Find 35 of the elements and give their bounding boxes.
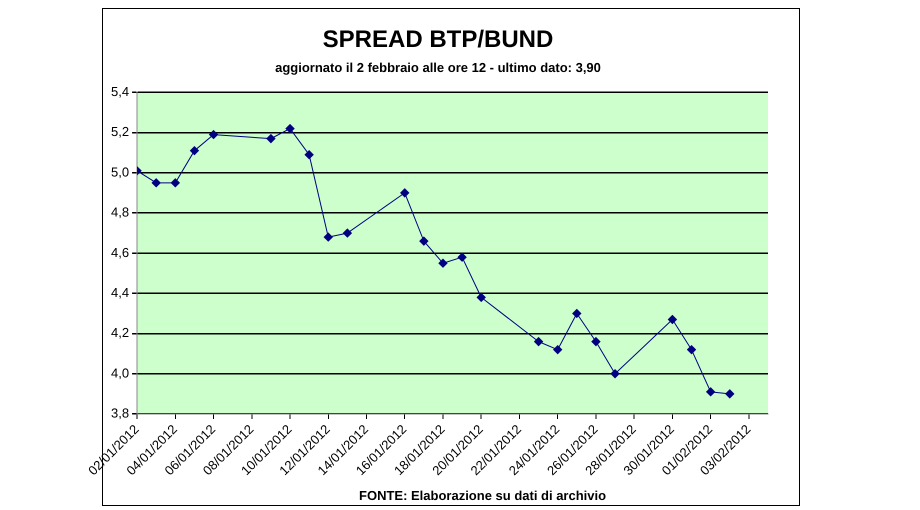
point: [572, 308, 582, 318]
point: [324, 232, 333, 242]
y-tick-label: 4,4: [110, 284, 130, 300]
point: [668, 315, 677, 324]
y-tick-label: 4,2: [110, 325, 130, 340]
point: [400, 188, 410, 198]
point: [209, 130, 218, 140]
point: [286, 124, 295, 134]
point: [591, 337, 600, 346]
y-tick-label: 5,2: [110, 124, 130, 140]
point: [266, 134, 276, 144]
chart-subtitle: aggiornato il 2 febbraio alle ore 12 - ultimo dato: 3,90: [275, 60, 601, 76]
y-tick-label: 4,0: [110, 365, 130, 380]
source-note: FONTE: Elaborazione su dati di archivio: [359, 488, 606, 503]
point: [687, 345, 696, 354]
point: [476, 292, 486, 302]
point: [553, 345, 562, 354]
point: [170, 178, 180, 188]
point: [610, 369, 620, 378]
point: [534, 337, 544, 346]
point: [706, 387, 716, 396]
point: [152, 178, 161, 188]
point: [458, 252, 467, 262]
y-tick-label: 5,4: [110, 84, 130, 99]
y-tick-label: 5,0: [110, 164, 130, 180]
y-tick-label: 4,6: [110, 244, 130, 260]
chart-title: SPREAD BTP/BUND: [322, 26, 554, 54]
point: [342, 228, 352, 238]
y-tick-label: 4,8: [110, 204, 130, 220]
point: [304, 150, 314, 160]
y-tick-label: 3,8: [110, 406, 130, 421]
point: [438, 258, 448, 268]
point: [725, 389, 734, 398]
point: [190, 146, 199, 156]
point: [419, 236, 428, 246]
